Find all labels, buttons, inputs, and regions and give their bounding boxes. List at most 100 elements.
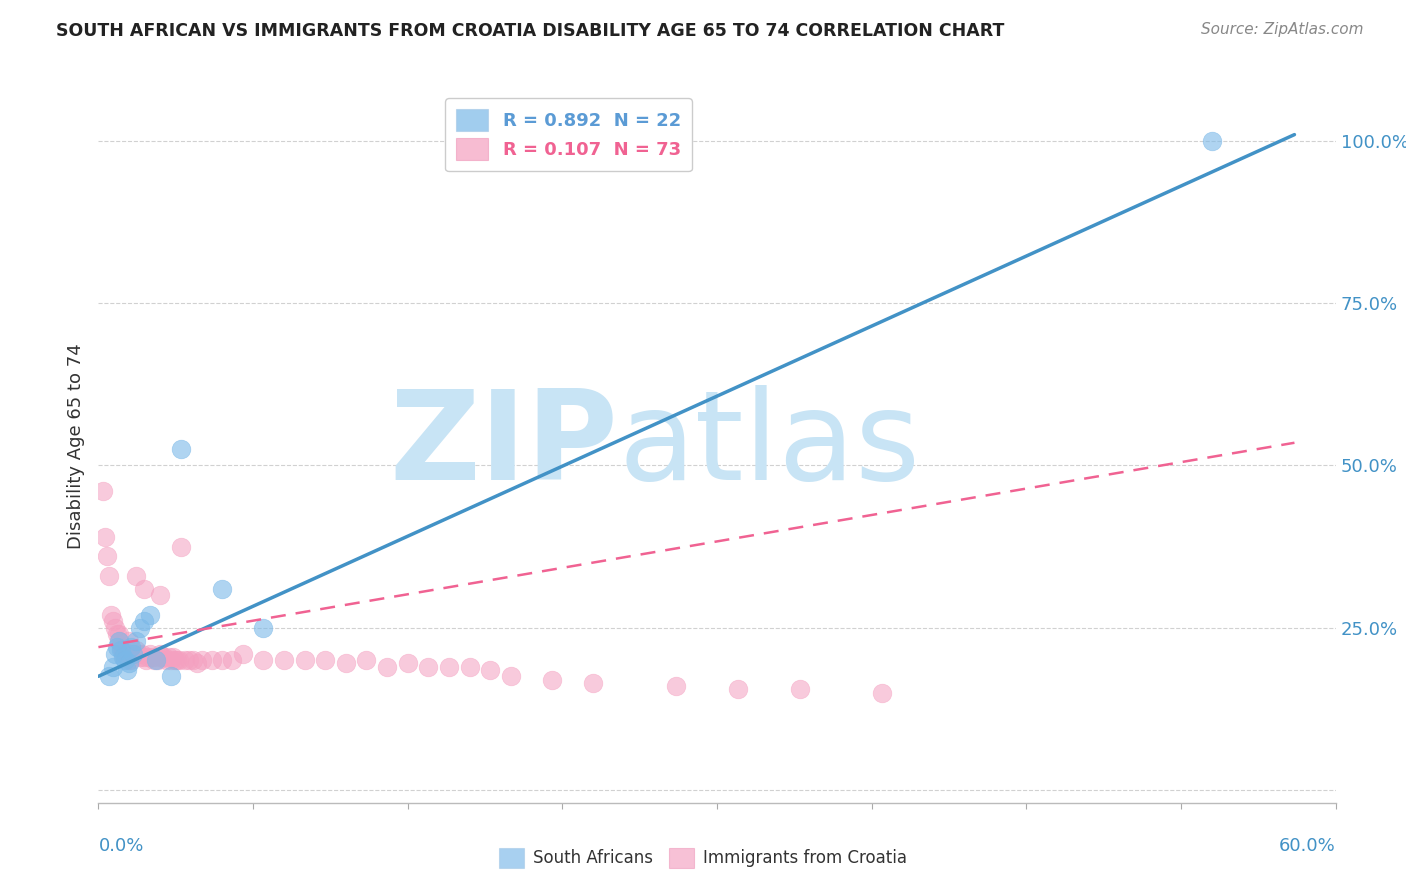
Point	[170, 540, 193, 554]
Point	[127, 647, 149, 661]
Point	[418, 659, 440, 673]
Point	[499, 669, 522, 683]
Point	[150, 649, 173, 664]
Point	[179, 653, 201, 667]
Point	[162, 649, 184, 664]
Point	[108, 633, 131, 648]
Point	[149, 588, 172, 602]
Point	[104, 621, 127, 635]
Text: atlas: atlas	[619, 385, 920, 507]
Point	[120, 640, 142, 654]
Point	[541, 673, 564, 687]
Point	[93, 530, 115, 544]
Point	[105, 627, 128, 641]
Point	[870, 685, 893, 699]
Point	[252, 621, 274, 635]
Point	[174, 653, 197, 667]
Point	[112, 643, 135, 657]
Point	[356, 653, 378, 667]
Point	[335, 657, 357, 671]
Point	[232, 647, 254, 661]
Point	[91, 484, 114, 499]
Point	[665, 679, 688, 693]
Point	[145, 653, 167, 667]
Point	[252, 653, 274, 667]
Point	[128, 649, 150, 664]
Point	[141, 649, 163, 664]
Point	[582, 675, 605, 690]
Point	[148, 653, 170, 667]
Point	[294, 653, 316, 667]
Point	[139, 647, 162, 661]
Point	[139, 607, 162, 622]
Point	[112, 649, 135, 664]
Point	[122, 647, 145, 661]
Point	[124, 568, 146, 582]
Point	[789, 682, 811, 697]
Point	[375, 659, 398, 673]
Point	[153, 649, 176, 664]
Point	[110, 640, 132, 654]
Point	[118, 653, 141, 667]
Point	[114, 653, 136, 667]
Point	[149, 647, 172, 661]
Text: ZIP: ZIP	[389, 385, 619, 507]
Point	[155, 653, 177, 667]
Point	[120, 653, 142, 667]
Point	[124, 643, 146, 657]
Point	[314, 653, 336, 667]
Point	[124, 633, 146, 648]
Text: SOUTH AFRICAN VS IMMIGRANTS FROM CROATIA DISABILITY AGE 65 TO 74 CORRELATION CHA: SOUTH AFRICAN VS IMMIGRANTS FROM CROATIA…	[56, 22, 1005, 40]
Point	[159, 653, 181, 667]
Point	[273, 653, 295, 667]
Point	[181, 653, 204, 667]
Point	[163, 653, 186, 667]
Point	[118, 633, 141, 648]
Point	[100, 607, 122, 622]
Point	[190, 653, 212, 667]
Point	[101, 659, 124, 673]
Point	[108, 627, 131, 641]
Point	[145, 649, 167, 664]
Point	[114, 647, 136, 661]
Point	[211, 653, 233, 667]
Point	[132, 582, 155, 596]
Point	[727, 682, 749, 697]
Point	[104, 647, 127, 661]
Point	[396, 657, 419, 671]
Point	[97, 669, 120, 683]
Point	[118, 657, 141, 671]
Point	[122, 647, 145, 661]
Y-axis label: Disability Age 65 to 74: Disability Age 65 to 74	[66, 343, 84, 549]
Point	[221, 653, 243, 667]
Point	[96, 549, 118, 564]
Point	[157, 649, 180, 664]
Point	[166, 653, 188, 667]
Point	[458, 659, 481, 673]
Point	[170, 442, 193, 457]
Point	[108, 633, 131, 648]
Point	[479, 663, 502, 677]
Legend: R = 0.892  N = 22, R = 0.107  N = 73: R = 0.892 N = 22, R = 0.107 N = 73	[446, 98, 692, 171]
Point	[110, 643, 132, 657]
Point	[1201, 134, 1223, 148]
Point	[117, 647, 139, 661]
Point	[117, 663, 139, 677]
Legend: South Africans, Immigrants from Croatia: South Africans, Immigrants from Croatia	[492, 841, 914, 875]
Text: 60.0%: 60.0%	[1279, 837, 1336, 855]
Point	[201, 653, 224, 667]
Text: Source: ZipAtlas.com: Source: ZipAtlas.com	[1201, 22, 1364, 37]
Point	[135, 653, 157, 667]
Point	[136, 649, 159, 664]
Point	[167, 653, 190, 667]
Point	[437, 659, 460, 673]
Point	[211, 582, 233, 596]
Text: 0.0%: 0.0%	[98, 837, 143, 855]
Point	[159, 669, 181, 683]
Point	[143, 653, 166, 667]
Point	[97, 568, 120, 582]
Point	[101, 614, 124, 628]
Point	[132, 649, 155, 664]
Point	[186, 657, 208, 671]
Point	[131, 647, 153, 661]
